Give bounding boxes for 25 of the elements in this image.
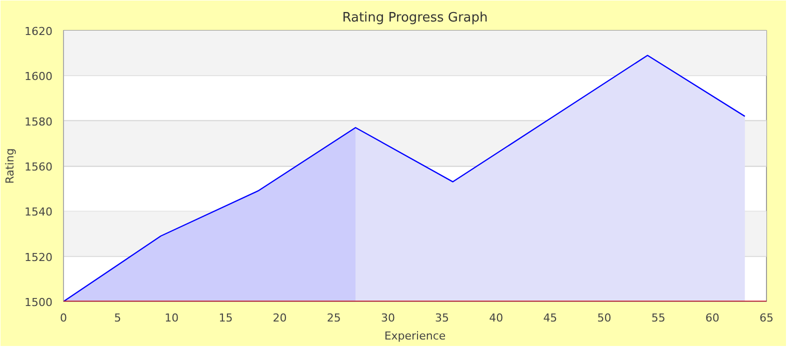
line-series	[64, 54, 746, 302]
x-tick-label: 0	[60, 312, 67, 324]
x-tick-label: 55	[651, 312, 666, 324]
x-tick-label: 5	[114, 312, 122, 324]
y-tick-label: 1620	[24, 25, 53, 38]
x-tick-label: 65	[760, 312, 774, 324]
x-tick-label: 15	[218, 312, 233, 324]
x-tick-label: 40	[489, 312, 504, 324]
y-tick-label: 1540	[24, 206, 53, 219]
y-tick-label: 1520	[24, 250, 53, 264]
y-tick-label: 1600	[24, 70, 53, 84]
x-tick-label: 25	[326, 312, 341, 324]
y-axis-title: Rating	[4, 148, 17, 184]
x-tick-label: 10	[164, 312, 179, 324]
y-tick-label: 1500	[24, 296, 53, 309]
x-tick-label: 60	[705, 312, 720, 324]
x-tick-label: 30	[380, 312, 395, 324]
x-tick-label: 35	[435, 312, 450, 324]
x-tick-label: 20	[272, 312, 287, 324]
x-axis-title: Experience	[384, 330, 446, 342]
y-tick-label: 1580	[24, 115, 53, 128]
x-tick-label: 50	[597, 312, 612, 324]
chart-title: Rating Progress Graph	[342, 10, 488, 26]
x-tick-label: 45	[543, 312, 558, 324]
y-tick-label: 1560	[24, 160, 53, 174]
